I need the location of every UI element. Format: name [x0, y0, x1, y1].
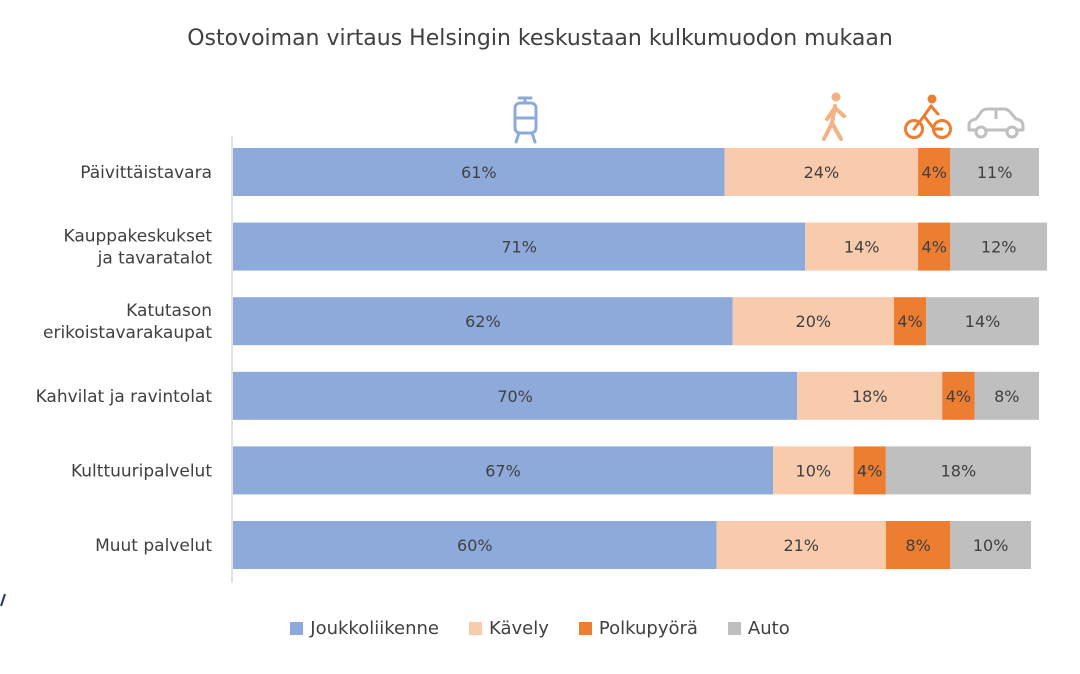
bar-segment	[926, 297, 1039, 346]
data-label: 20%	[796, 312, 832, 331]
bar-segment	[974, 371, 1039, 420]
bar-segment	[233, 521, 717, 569]
legend-item: Auto	[727, 618, 790, 639]
bar-segment	[805, 222, 919, 271]
bar-segment	[853, 446, 886, 495]
data-label: 14%	[965, 312, 1001, 331]
data-label: 18%	[852, 387, 888, 406]
category-label: Päivittäistavara	[80, 163, 212, 183]
bar-segment	[233, 297, 733, 346]
bar-segment	[893, 297, 927, 346]
data-label: 10%	[973, 536, 1009, 555]
legend-swatch	[727, 622, 741, 635]
data-label: 12%	[981, 238, 1017, 257]
bar-segment	[885, 521, 951, 569]
bar-segment	[950, 521, 1031, 569]
legend-swatch	[468, 622, 482, 635]
cyclist-icon	[904, 94, 952, 139]
bar-segment	[918, 148, 951, 196]
legend-swatch	[290, 622, 304, 635]
bar-segment	[773, 446, 854, 495]
data-label: 70%	[497, 387, 533, 406]
data-label: 11%	[977, 163, 1013, 182]
data-label: 4%	[897, 312, 922, 331]
legend-label: Auto	[747, 618, 790, 639]
legend-swatch	[578, 622, 592, 635]
category-label: Kulttuuripalvelut	[71, 461, 212, 481]
bar-segment	[732, 297, 894, 346]
legend-item: Kävely	[468, 618, 549, 639]
category-label: Muut palvelut	[95, 536, 212, 556]
bar-segment	[233, 446, 774, 495]
category-label: Katutason erikoistavarakaupat	[43, 301, 212, 343]
legend-item: Joukkoliikenne	[290, 618, 439, 639]
data-label: 61%	[461, 163, 497, 182]
data-label: 71%	[501, 238, 537, 257]
bar-segment	[233, 148, 725, 196]
data-label: 14%	[844, 238, 880, 257]
legend-label: Polkupyörä	[598, 618, 698, 639]
bar-segment	[716, 521, 886, 569]
mode-icons	[513, 92, 1025, 144]
bar-segment	[918, 222, 951, 271]
walking-person-icon	[822, 92, 846, 141]
edge-mark	[0, 592, 6, 607]
tram-icon	[513, 96, 538, 144]
stacked-bar-chart: Päivittäistavara 61% 24% 4% 11% Kauppakeskuks…	[36, 92, 1048, 583]
data-label: 62%	[465, 312, 501, 331]
legend: Joukkoliikenne Kävely Polkupyörä Auto	[0, 618, 1080, 639]
data-label: 67%	[485, 461, 521, 480]
data-label: 4%	[922, 238, 947, 257]
data-label: 24%	[804, 163, 840, 182]
data-label: 8%	[994, 387, 1019, 406]
data-label: 4%	[922, 163, 947, 182]
category-label: Kauppakeskukset ja tavaratalot	[63, 227, 212, 269]
data-label: 4%	[946, 387, 971, 406]
legend-item: Polkupyörä	[578, 618, 698, 639]
bar-segment	[942, 371, 975, 420]
legend-label: Kävely	[488, 618, 549, 639]
data-label: 10%	[796, 461, 832, 480]
bar-segment	[950, 148, 1039, 196]
bar-segment	[885, 446, 1031, 495]
data-label: 60%	[457, 536, 493, 555]
data-label: 4%	[857, 461, 882, 480]
bar-segment	[233, 371, 798, 420]
data-label: 21%	[783, 536, 819, 555]
chart-title: Ostovoiman virtaus Helsingin keskustaan …	[187, 26, 893, 51]
data-label: 18%	[941, 461, 977, 480]
bar-segment	[797, 371, 943, 420]
category-label: Kahvilat ja ravintolat	[36, 387, 213, 407]
bars-layer: Päivittäistavara 61% 24% 4% 11% Kauppakeskuks…	[36, 148, 1048, 569]
car-icon	[967, 107, 1025, 139]
bar-segment	[724, 148, 919, 196]
legend-label: Joukkoliikenne	[310, 618, 439, 639]
bar-segment	[950, 222, 1048, 271]
bar-segment	[233, 222, 806, 271]
data-label: 8%	[905, 536, 930, 555]
